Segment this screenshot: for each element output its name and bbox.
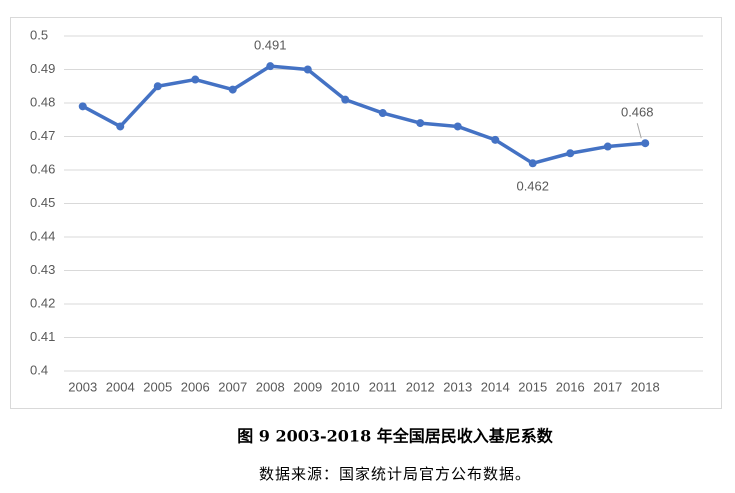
data-label: 0.491 — [254, 38, 287, 53]
x-tick-label: 2003 — [68, 379, 97, 394]
x-tick-label: 2011 — [369, 379, 397, 394]
x-tick-label: 2017 — [593, 379, 622, 394]
data-point — [491, 135, 500, 144]
chart-border — [10, 17, 722, 409]
x-tick-label: 2008 — [256, 379, 285, 394]
data-label: 0.462 — [516, 179, 549, 194]
x-tick-label: 2009 — [293, 379, 322, 394]
data-point — [416, 119, 425, 128]
x-tick-label: 2013 — [443, 379, 472, 394]
x-tick-label: 2007 — [218, 379, 247, 394]
data-point — [191, 75, 200, 84]
y-tick-label: 0.42 — [30, 295, 55, 310]
caption: 图 9 2003-2018 年全国居民收入基尼系数 — [237, 427, 554, 446]
data-point — [528, 159, 537, 168]
data-point — [116, 122, 125, 131]
data-point — [378, 109, 387, 118]
data-point — [641, 139, 650, 148]
data-point — [303, 65, 312, 74]
data-point — [266, 62, 275, 71]
x-tick-label: 2015 — [518, 379, 547, 394]
y-tick-label: 0.49 — [30, 61, 55, 76]
x-tick-label: 2005 — [143, 379, 172, 394]
y-tick-label: 0.44 — [30, 228, 55, 243]
y-tick-label: 0.47 — [30, 128, 55, 143]
x-tick-label: 2004 — [106, 379, 135, 394]
data-point — [453, 122, 462, 131]
x-tick-label: 2006 — [181, 379, 210, 394]
x-tick-label: 2016 — [556, 379, 585, 394]
data-point — [341, 95, 350, 104]
x-tick-label: 2014 — [481, 379, 510, 394]
data-point — [603, 142, 612, 151]
x-tick-label: 2018 — [631, 379, 660, 394]
data-point — [78, 102, 87, 111]
y-tick-label: 0.46 — [30, 161, 55, 176]
data-point — [153, 82, 162, 91]
source-note: 数据来源：国家统计局官方公布数据。 — [259, 465, 531, 483]
y-tick-label: 0.48 — [30, 94, 55, 109]
y-tick-label: 0.5 — [30, 27, 48, 42]
x-tick-label: 2010 — [331, 379, 360, 394]
x-tick-label: 2012 — [406, 379, 435, 394]
data-point — [566, 149, 575, 158]
data-point — [228, 85, 237, 94]
data-label: 0.468 — [621, 105, 654, 120]
label-leader — [636, 123, 642, 139]
series-line — [81, 64, 646, 166]
y-tick-label: 0.45 — [30, 195, 55, 210]
y-tick-label: 0.43 — [30, 262, 55, 277]
y-tick-label: 0.41 — [30, 329, 55, 344]
y-tick-label: 0.4 — [30, 362, 48, 377]
